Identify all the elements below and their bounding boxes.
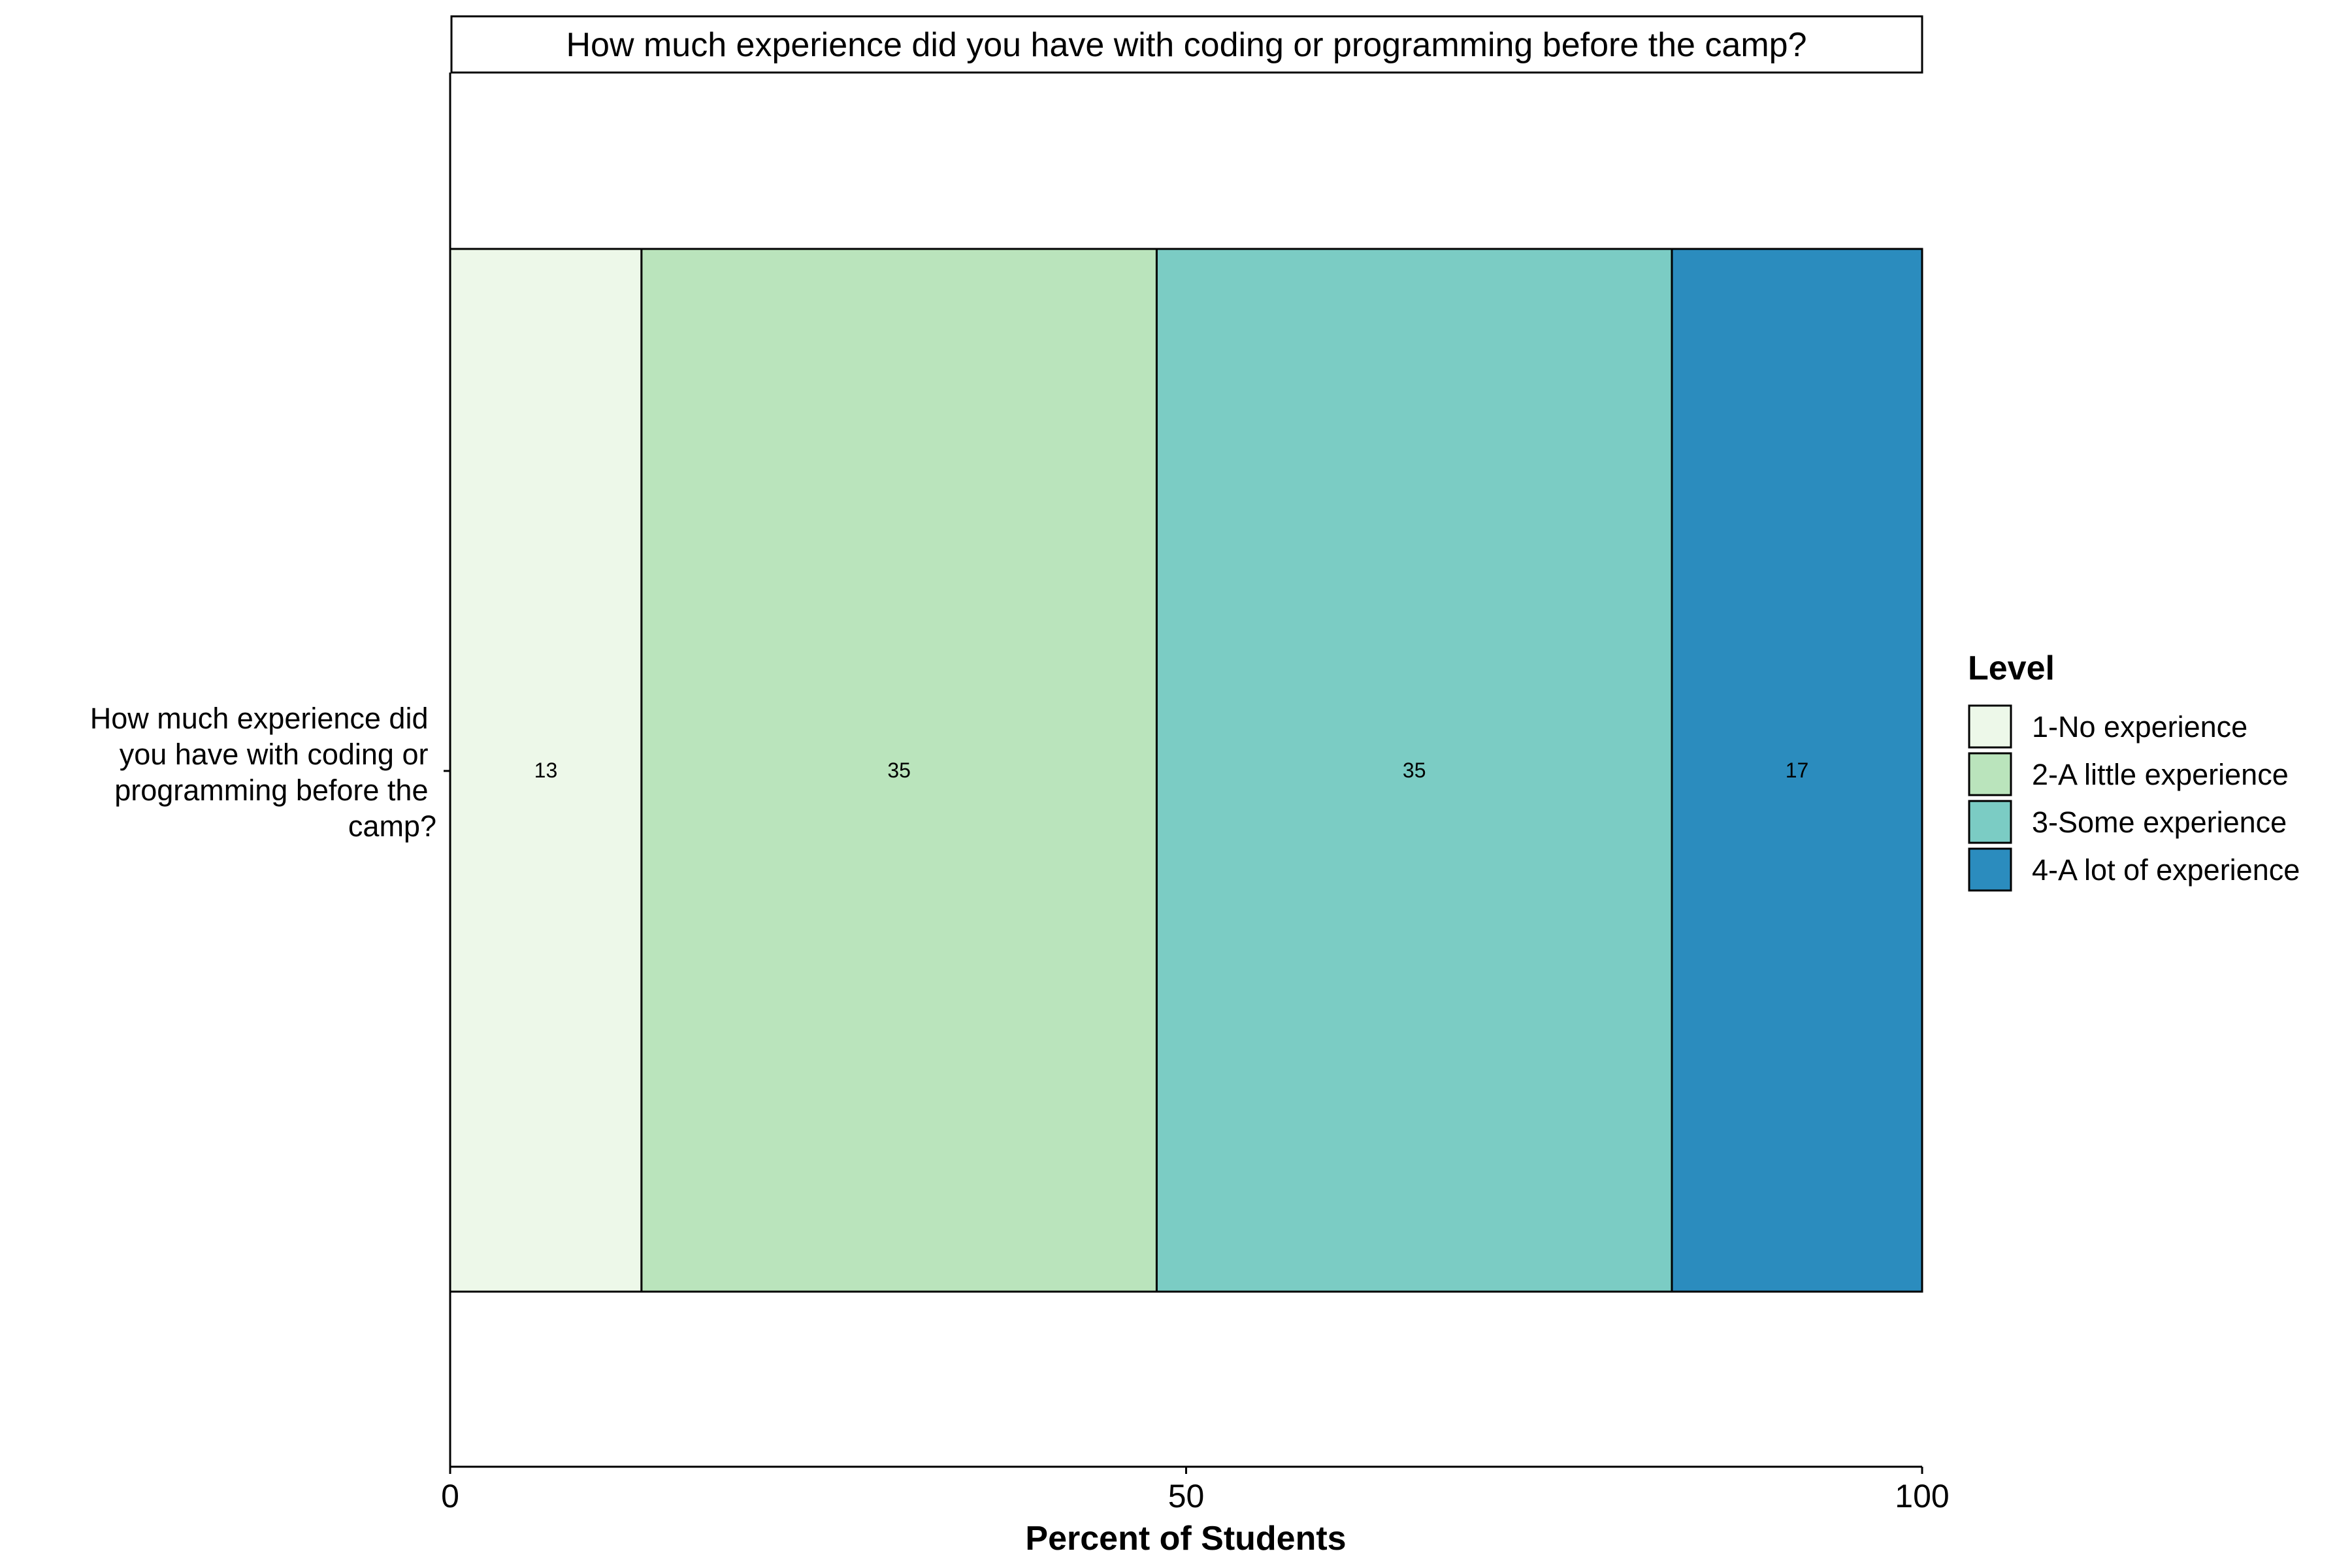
bar-value-label: 35 (1403, 759, 1426, 782)
bar-segment (449, 248, 643, 1293)
panel-title: How much experience did you have with co… (566, 26, 1806, 64)
legend-swatch (1968, 847, 2012, 892)
stacked-bars (449, 248, 1923, 1293)
x-tick-label: 0 (441, 1478, 459, 1514)
legend-label: 4-A lot of experience (2032, 853, 2300, 887)
bar-segment (640, 248, 1158, 1293)
bar-segment (1155, 248, 1673, 1293)
legend-swatch (1968, 752, 2012, 796)
legend: 1-No experience 2-A little experience 3-So… (1968, 704, 2300, 892)
x-tick-label: 50 (1168, 1478, 1205, 1514)
bar-segment (1671, 248, 1923, 1293)
x-tick-label: 100 (1895, 1478, 1949, 1514)
legend-swatch (1968, 704, 2012, 749)
x-axis-title: Percent of Students (1025, 1520, 1346, 1558)
legend-label: 1-No experience (2032, 710, 2247, 743)
y-category-label: How much experience did you have with co… (90, 702, 436, 843)
y-category-label-line: programming before the (114, 774, 428, 807)
legend-title: Level (1968, 649, 2055, 687)
x-axis-ticks: 0 50 100 (441, 1467, 1950, 1514)
y-category-label-line: How much experience did (90, 702, 429, 735)
y-category-label-line: you have with coding or (120, 738, 429, 771)
legend-label: 2-A little experience (2032, 758, 2289, 791)
panel-title-box (450, 15, 1923, 74)
bar-value-label: 35 (887, 759, 911, 782)
bar-value-label: 17 (1786, 759, 1809, 782)
legend-label: 3-Some experience (2032, 806, 2287, 839)
bar-data-labels: 13 35 35 17 (534, 759, 1809, 782)
y-category-label-line: camp? (348, 809, 436, 843)
legend-swatch (1968, 800, 2012, 844)
bar-value-label: 13 (534, 759, 558, 782)
